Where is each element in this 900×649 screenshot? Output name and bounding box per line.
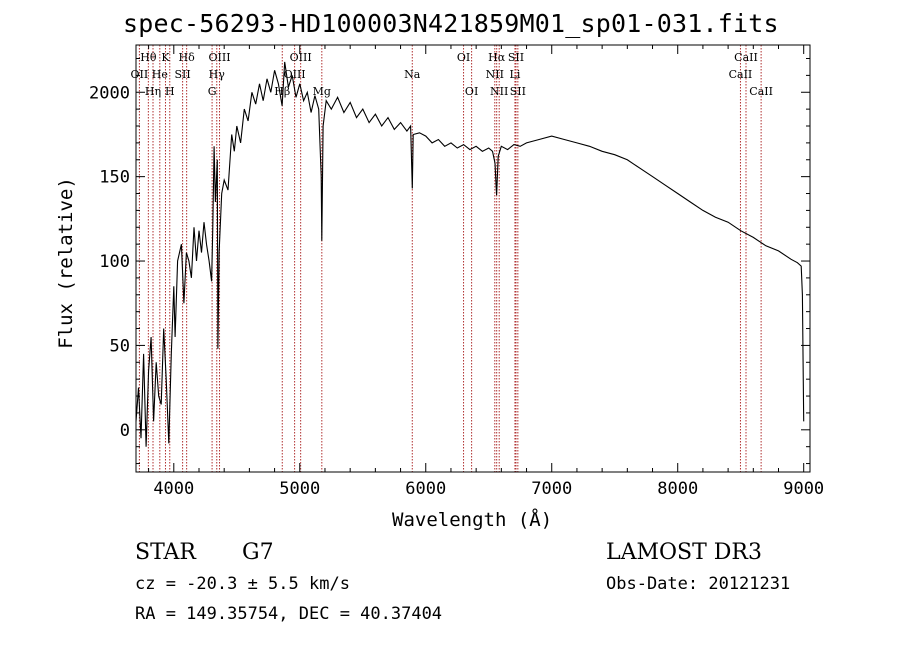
line-label: OI	[465, 85, 478, 98]
redshift-readout: cz = -20.3 ± 5.5 km/s	[135, 574, 350, 594]
line-label: OII	[131, 68, 149, 81]
line-label: OI	[457, 51, 470, 64]
x-tick-label: 9000	[783, 479, 824, 499]
line-label: OIII	[290, 51, 312, 64]
x-tick-label: 6000	[405, 479, 446, 499]
line-label: Hβ	[274, 85, 290, 98]
y-axis-ticks	[136, 58, 810, 465]
line-label: G	[208, 85, 217, 98]
x-tick-labels: 4000 5000 6000 7000 8000 9000	[153, 479, 824, 499]
line-label: CaII	[749, 85, 773, 98]
spectral-line-markers	[138, 45, 762, 472]
y-axis-label: Flux (relative)	[55, 177, 77, 349]
line-label: H	[165, 85, 175, 98]
x-tick-label: 8000	[657, 479, 698, 499]
x-axis-ticks	[148, 45, 805, 472]
line-label: Li	[510, 68, 521, 81]
line-label: Hη	[145, 85, 161, 98]
line-label: NII	[486, 68, 504, 81]
x-tick-label: 4000	[153, 479, 194, 499]
line-label: Na	[404, 68, 421, 81]
y-tick-label: 100	[99, 252, 130, 272]
object-class: STAR	[135, 540, 196, 565]
line-label: OIII	[284, 68, 306, 81]
plot-frame	[135, 44, 811, 473]
y-tick-label: 0	[120, 421, 130, 441]
line-label: Hθ	[140, 51, 157, 64]
x-axis-label: Wavelength (Å)	[392, 509, 553, 531]
y-tick-label: 50	[110, 336, 130, 356]
line-label: Hγ	[209, 68, 226, 81]
spectral-line-labels: Hθ OII Hη He K H SII Hδ G Hγ OIII Hβ OIII OIII Mg Na OI O…	[131, 51, 773, 98]
chart-title: spec-56293-HD100003N421859M01_sp01-031.f…	[123, 9, 779, 38]
spectrum-line	[135, 61, 805, 447]
x-tick-label: 5000	[279, 479, 320, 499]
line-label: Mg	[313, 85, 331, 98]
line-label: K	[161, 51, 170, 64]
line-label: Hδ	[179, 51, 196, 64]
y-tick-label: 2000	[89, 83, 130, 103]
y-tick-labels: 0 50 100 150 2000	[89, 83, 130, 441]
line-label: Hα	[488, 51, 506, 64]
survey-name: LAMOST DR3	[606, 540, 762, 565]
line-label: CaII	[729, 68, 753, 81]
coordinates: RA = 149.35754, DEC = 40.37404	[135, 604, 443, 624]
obs-date: Obs-Date: 20121231	[606, 574, 791, 594]
line-label: OIII	[208, 51, 230, 64]
line-label: SII	[510, 85, 526, 98]
object-subclass: G7	[242, 540, 274, 565]
line-label: SII	[508, 51, 524, 64]
line-label: CaII	[734, 51, 758, 64]
line-label: SII	[174, 68, 190, 81]
line-label: NII	[490, 85, 508, 98]
line-label: He	[152, 68, 168, 81]
x-tick-label: 7000	[531, 479, 572, 499]
y-tick-label: 150	[99, 168, 130, 188]
